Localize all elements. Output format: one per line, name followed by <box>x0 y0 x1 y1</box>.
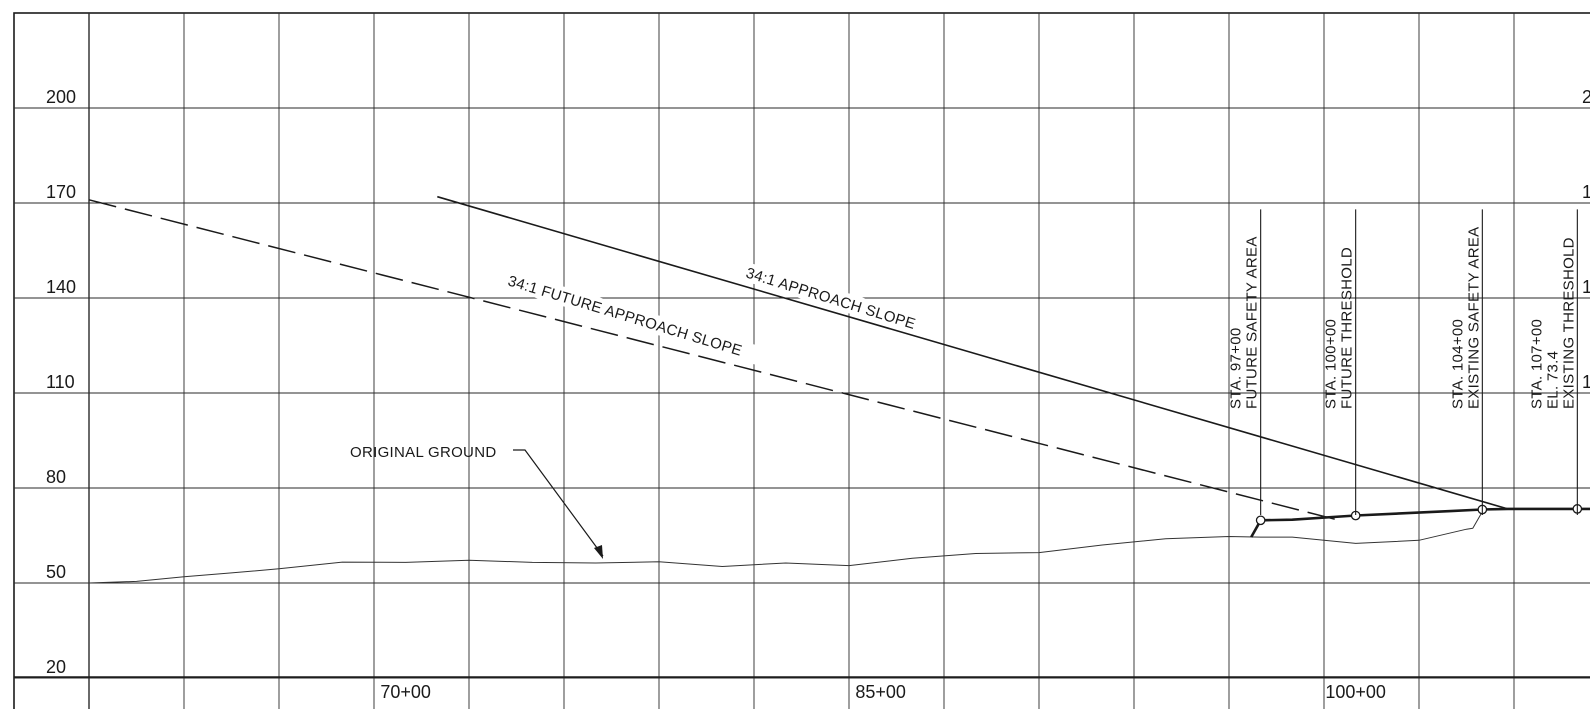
y-tick-label: 200 <box>46 87 76 107</box>
station-points <box>1255 504 1583 526</box>
station-label-line: FUTURE SAFETY AREA <box>1244 236 1261 409</box>
chart-frame <box>13 12 1590 709</box>
series-runway-profile <box>1250 507 1590 538</box>
y-tick-label: 140 <box>46 277 76 297</box>
original-ground-arrowhead <box>594 545 603 559</box>
right-y-tick-label: 1 <box>1582 372 1590 392</box>
station-label-line: STA. 97+00 <box>1228 327 1245 409</box>
approach-slope-label-background <box>741 262 944 341</box>
station-label-line: FUTURE THRESHOLD <box>1339 247 1356 409</box>
right-y-tick-label: 2 <box>1582 87 1590 107</box>
station-label-line: STA. 104+00 <box>1449 319 1466 409</box>
station-point <box>1255 515 1266 526</box>
grid-lines <box>14 13 1590 709</box>
series-original-ground <box>88 511 1483 584</box>
station-label-line: EXISTING THRESHOLD <box>1560 237 1577 409</box>
original-ground-label: ORIGINAL GROUND <box>350 444 496 461</box>
station-label-line: EL. 73.4 <box>1544 351 1561 409</box>
y-tick-label: 170 <box>46 182 76 202</box>
station-label-line: STA. 107+00 <box>1528 319 1545 409</box>
y-tick-label: 50 <box>46 562 66 582</box>
approach-slope-label: 34:1 APPROACH SLOPE <box>744 265 918 333</box>
station-callouts: STA. 97+00 FUTURE SAFETY AREA STA. 100+00 F… <box>1228 209 1578 515</box>
x-tick-label: 85+00 <box>855 682 906 702</box>
original-ground-leader <box>513 449 604 557</box>
future-slope-label-background <box>503 270 783 372</box>
y-tick-label: 110 <box>46 372 75 392</box>
approach-slope-label-group: 34:1 APPROACH SLOPE <box>741 262 944 341</box>
x-tick-label: 70+00 <box>380 682 431 702</box>
series-lines <box>88 195 1590 584</box>
station-label-line: STA. 100+00 <box>1323 319 1340 409</box>
station-label-line: EXISTING SAFETY AREA <box>1465 227 1482 409</box>
right-y-tick-label: 1 <box>1582 277 1590 297</box>
y-tick-label: 80 <box>46 467 66 487</box>
y-tick-label: 20 <box>46 657 66 677</box>
right-y-tick-label: 1 <box>1582 182 1590 202</box>
series-future-approach-slope <box>88 199 1337 521</box>
series-approach-slope <box>437 195 1508 510</box>
axis-tick-labels: 20 50 80 110 140 170 200 2 1 1 1 70+00 85+00 100+00 <box>46 87 1590 702</box>
x-tick-label: 100+00 <box>1325 682 1386 702</box>
